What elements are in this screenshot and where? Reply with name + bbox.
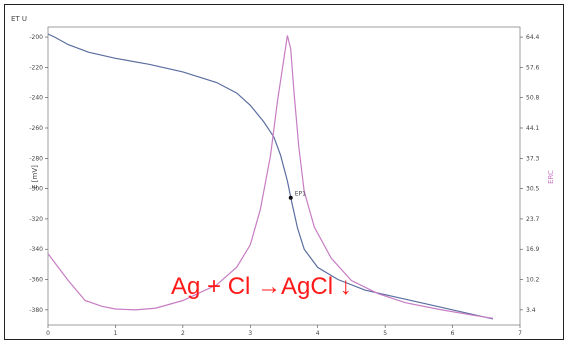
y-left-tick-label: -200 <box>29 34 43 41</box>
y-left-tick-label: -320 <box>29 216 43 223</box>
x-tick-label: 5 <box>383 330 387 337</box>
y-right-axis-label: ERC <box>547 170 555 184</box>
y-left-tick-label: -280 <box>29 155 43 162</box>
axes-group <box>47 26 521 326</box>
y-right-tick-label: 44.1 <box>526 125 540 132</box>
derivative-curve <box>47 35 494 319</box>
x-tick-label: 6 <box>451 330 455 337</box>
reaction-equation: Ag + Cl →AgCl ↓ <box>171 273 352 300</box>
y-left-axis-label: E [mV] <box>31 165 39 189</box>
marks-group: EP1 <box>288 191 306 200</box>
potential-curve <box>47 33 494 320</box>
y-left-tick-label: -380 <box>29 307 43 314</box>
y-left-tick-label: -220 <box>29 64 43 71</box>
x-tick-label: 7 <box>518 330 522 337</box>
plot-area-border <box>47 26 521 326</box>
y-right-tick-label: 30.5 <box>526 186 540 193</box>
x-tick-label: 2 <box>181 330 185 337</box>
y-right-tick-label: 57.6 <box>526 64 540 71</box>
x-tick-label: 0 <box>46 330 50 337</box>
y-left-tick-label: -300 <box>29 186 43 193</box>
y-right-tick-label: 16.9 <box>526 246 540 253</box>
y-left-tick-label: -240 <box>29 95 43 102</box>
series-group <box>47 33 494 320</box>
y-right-tick-label: 37.3 <box>526 155 540 162</box>
y-left-tick-label: -360 <box>29 277 43 284</box>
x-tick-label: 4 <box>316 330 320 337</box>
y-right-tick-label: 64.4 <box>526 34 540 41</box>
y-right-tick-label: 50.8 <box>526 95 540 102</box>
x-tick-label: 1 <box>114 330 118 337</box>
y-right-tick-label: 3.4 <box>526 307 536 314</box>
equivalence-point-marker <box>288 195 293 200</box>
y-right-tick-label: 10.2 <box>526 277 540 284</box>
chart-frame: 0 1 2 3 4 5 6 7 -200 -220 -240 -260 -280 -300 -320 -340… <box>4 4 564 340</box>
y-left-tick-label: -340 <box>29 246 43 253</box>
x-tick-label: 3 <box>248 330 252 337</box>
y-left-tick-label: -260 <box>29 125 43 132</box>
y-right-tick-label: 23.7 <box>526 216 540 223</box>
equivalence-point-label: EP1 <box>295 191 306 198</box>
y-left-axis-title: ET U <box>11 15 27 23</box>
ticks-group: 0 1 2 3 4 5 6 7 -200 -220 -240 -260 -280 -300 -320 -340… <box>11 15 555 337</box>
titration-chart: 0 1 2 3 4 5 6 7 -200 -220 -240 -260 -280 -300 -320 -340… <box>11 15 555 337</box>
